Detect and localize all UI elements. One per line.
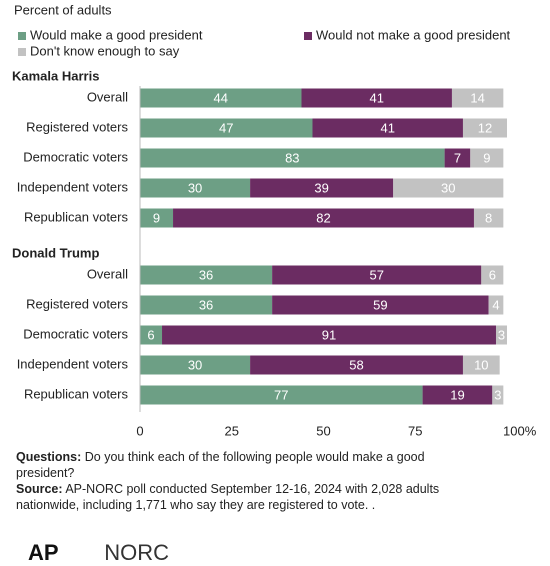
value-label: 3 [494,387,501,402]
bar-segment [451,88,504,108]
bar-segment [140,355,251,375]
value-label: 30 [188,357,202,372]
x-tick-label: 75 [408,423,422,438]
bar-segment [422,385,493,405]
legend-swatch [18,48,26,56]
value-label: 12 [478,120,492,135]
notes: Questions: Do you think each of the foll… [16,449,486,513]
bar-segment [312,118,463,138]
value-label: 77 [274,387,288,402]
y-tick-label: Registered voters [26,296,128,311]
bar-segment [470,148,504,168]
value-label: 3 [498,327,505,342]
bar-segment [140,295,273,315]
bar-segment [140,118,313,138]
chart: Percent of adults Would make a good pres… [12,2,537,438]
value-label: 58 [349,357,363,372]
value-label: 30 [188,180,202,195]
value-label: 6 [147,327,154,342]
y-tick-label: Overall [87,266,128,281]
note-text: Do you think each of the following peopl… [16,450,425,480]
y-tick-label: Overall [87,89,128,104]
value-label: 14 [470,90,484,105]
questions-note: Questions: Do you think each of the foll… [16,449,486,481]
bar-segment [301,88,452,108]
bar-segment [162,325,496,345]
value-label: 36 [199,267,213,282]
bar-segment [173,208,474,228]
bar-segment [140,148,445,168]
panel-title: Donald Trump [12,245,99,260]
value-label: 91 [322,327,336,342]
bar-segment [140,325,163,345]
bar-segment [393,178,504,198]
value-label: 83 [285,150,299,165]
value-label: 47 [219,120,233,135]
bar-segment [250,178,394,198]
y-tick-label: Independent voters [17,356,129,371]
value-label: 82 [316,210,330,225]
page: Percent of adults Would make a good pres… [12,2,537,565]
value-label: 41 [369,90,383,105]
bar-segment [272,295,489,315]
note-label: Source: [16,482,63,496]
legend-swatch [304,32,312,40]
y-tick-label: Democratic voters [23,326,128,341]
y-tick-label: Democratic voters [23,149,128,164]
bar-segment [272,265,482,285]
x-tick-label: 100% [503,423,537,438]
value-label: 7 [454,150,461,165]
bar-segment [140,265,273,285]
bar-segment [140,385,423,405]
bar-segment [444,148,471,168]
bar-segment [488,295,504,315]
logo: NORC [104,540,170,565]
bar-segment [462,118,507,138]
bar-segment [473,208,504,228]
logos: AP NORC [28,540,169,566]
y-tick-label: Republican voters [24,386,129,401]
value-label: 59 [373,297,387,312]
value-label: 8 [485,210,492,225]
bar-segment [250,355,463,375]
y-tick-label: Independent voters [17,179,129,194]
value-label: 10 [474,357,488,372]
logo: AP [28,540,59,565]
value-label: 4 [492,297,499,312]
legend-label: Would not make a good president [316,27,511,42]
legend-label: Don't know enough to say [30,43,180,58]
x-tick-label: 25 [225,423,239,438]
bar-segment [140,178,251,198]
bar-segment [495,325,507,345]
chart-subtitle: Percent of adults [14,2,112,17]
value-label: 19 [450,387,464,402]
legend-label: Would make a good president [30,27,203,42]
bar-segment [492,385,504,405]
y-tick-label: Republican voters [24,209,129,224]
bar-segment [462,355,500,375]
bar-segment [481,265,504,285]
value-label: 41 [380,120,394,135]
value-label: 9 [153,210,160,225]
value-label: 9 [483,150,490,165]
y-tick-label: Registered voters [26,119,128,134]
value-label: 39 [314,180,328,195]
value-label: 44 [214,90,228,105]
panel-title: Kamala Harris [12,68,99,83]
note-text: AP-NORC poll conducted September 12-16, … [16,482,440,512]
source-note: Source: AP-NORC poll conducted September… [16,481,486,513]
value-label: 36 [199,297,213,312]
x-tick-label: 0 [136,423,143,438]
value-label: 30 [441,180,455,195]
note-label: Questions: [16,450,82,464]
value-label: 57 [369,267,383,282]
x-tick-label: 50 [316,423,330,438]
bar-segment [140,88,302,108]
value-label: 6 [489,267,496,282]
legend-swatch [18,32,26,40]
bar-segment [140,208,174,228]
